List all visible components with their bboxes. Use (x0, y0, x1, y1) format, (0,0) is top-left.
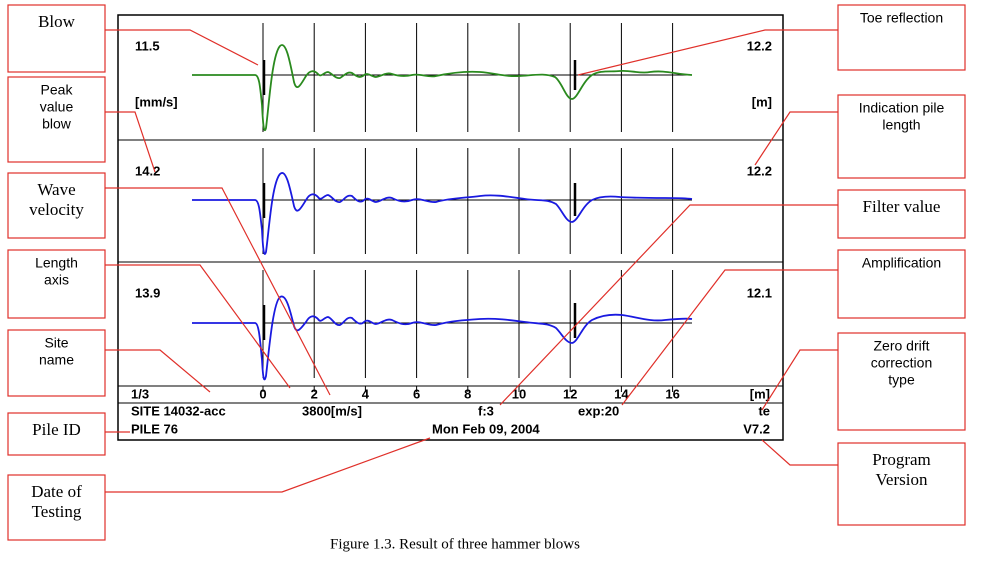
callout-label: Date of (31, 482, 82, 501)
axis-tick-label: 6 (413, 386, 420, 401)
callout-box (7, 172, 106, 239)
leader-line (105, 111, 156, 173)
wave-speed: 3800[m/s] (302, 403, 362, 418)
drift-type: te (758, 403, 770, 418)
callout-label: value (40, 99, 74, 115)
callout-label: length (882, 117, 920, 133)
axis-tick-label: 2 (311, 386, 318, 401)
leader-line (577, 29, 838, 76)
callout-label: blow (42, 116, 72, 132)
leader-line (105, 349, 211, 393)
unit-left: [mm/s] (135, 94, 178, 109)
peak-value: 14.2 (135, 163, 160, 178)
callout-label: Zero drift (873, 338, 929, 354)
pile-id: PILE 76 (131, 421, 178, 436)
axis-tick-label: 8 (464, 386, 471, 401)
leader-line (105, 437, 431, 493)
pile-length: 12.2 (747, 163, 772, 178)
callout-label: Pile ID (32, 420, 81, 439)
leader-line (105, 264, 291, 389)
callout-label: Amplification (862, 255, 941, 271)
test-date: Mon Feb 09, 2004 (432, 421, 540, 436)
leader-line (761, 439, 838, 466)
callout-label: Version (876, 470, 928, 489)
callout-label: Filter value (863, 197, 941, 216)
program-version: V7.2 (743, 421, 770, 436)
callout-label: type (888, 372, 915, 388)
peak-value: 13.9 (135, 285, 160, 300)
callout-box (837, 249, 966, 319)
callout-box (7, 76, 106, 163)
callout-label: Indication pile (859, 100, 945, 116)
trace-blow-2 (192, 172, 693, 255)
trace-blow-3 (192, 295, 693, 381)
caption: Figure 1.3. Result of three hammer blows (330, 536, 580, 552)
unit-right: [m] (752, 94, 772, 109)
axis-tick-label: 10 (512, 386, 526, 401)
callout-label: name (39, 352, 74, 368)
axis-unit: [m] (750, 386, 770, 401)
callout-box (837, 332, 966, 431)
leader-line (105, 187, 331, 396)
callout-label: Blow (38, 12, 76, 31)
site-name: SITE 14032-acc (131, 403, 226, 418)
callout-label: Length (35, 255, 78, 271)
callout-label: Toe reflection (860, 10, 943, 26)
callout-box (7, 329, 106, 397)
pile-length: 12.2 (747, 38, 772, 53)
leader-line (499, 204, 838, 406)
pile-length: 12.1 (747, 285, 772, 300)
callout-box (837, 94, 966, 179)
callout-label: Site (44, 335, 68, 351)
axis-tick-label: 0 (259, 386, 266, 401)
callout-label: Program (872, 450, 931, 469)
callout-box (7, 412, 106, 456)
axis-tick-label: 16 (665, 386, 679, 401)
leader-line (754, 111, 838, 166)
filter: f:3 (478, 403, 494, 418)
callout-label: Wave (37, 180, 75, 199)
callout-box (7, 4, 106, 73)
callout-label: Testing (32, 502, 82, 521)
chart-frame (117, 14, 784, 441)
axis-tick-label: 14 (614, 386, 629, 401)
leader-line (621, 269, 838, 406)
axis-tick-label: 12 (563, 386, 577, 401)
callout-label: Peak (41, 82, 74, 98)
peak-value: 11.5 (135, 38, 160, 53)
callout-label: velocity (29, 200, 84, 219)
callout-box (837, 4, 966, 71)
callout-box (7, 249, 106, 319)
grid (262, 23, 692, 392)
callout-box (7, 474, 106, 541)
page-number: 1/3 (131, 386, 149, 401)
leader-line (761, 349, 838, 411)
callout-label: correction (871, 355, 932, 371)
leader-line (105, 29, 259, 66)
callout-box (837, 189, 966, 239)
trace-blow-1 (192, 44, 693, 132)
callout-label: axis (44, 272, 69, 288)
amplification: exp:20 (578, 403, 619, 418)
callout-box (837, 442, 966, 526)
axis-tick-label: 4 (362, 386, 370, 401)
